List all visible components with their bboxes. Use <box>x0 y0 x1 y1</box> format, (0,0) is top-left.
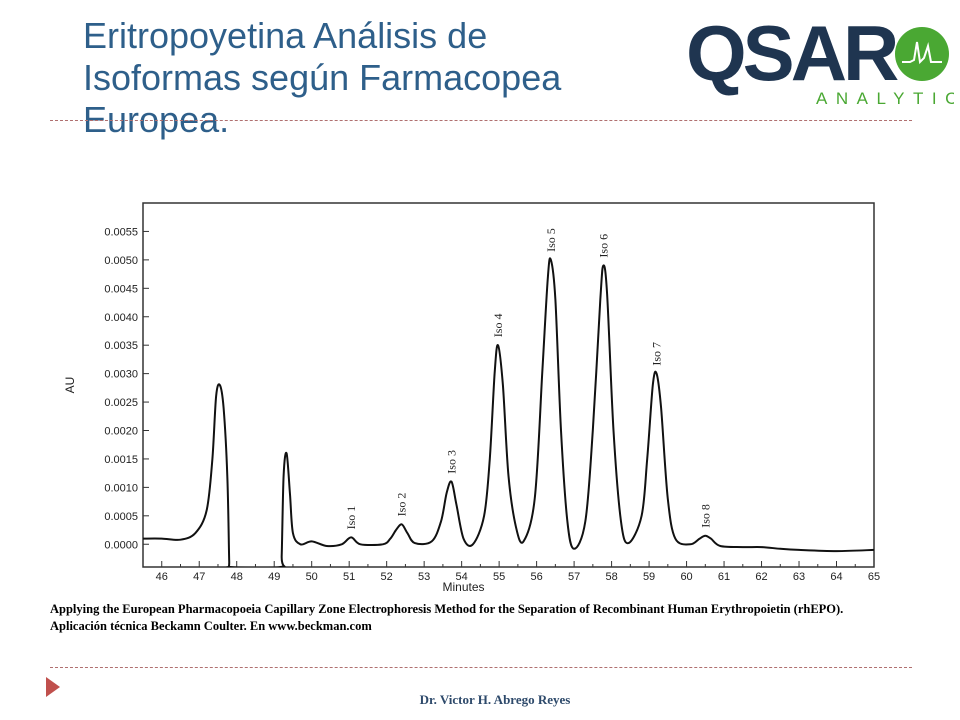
y-axis-label: AU <box>63 377 77 394</box>
peak-label: Iso 8 <box>698 504 712 528</box>
x-axis-label: Minutes <box>442 580 484 594</box>
x-tick-label: 65 <box>868 571 880 583</box>
x-tick-label: 57 <box>568 571 580 583</box>
x-tick-label: 56 <box>530 571 542 583</box>
slide-title: Eritropoyetina Análisis de Isoformas seg… <box>83 15 562 140</box>
x-tick-label: 63 <box>793 571 805 583</box>
y-tick-label: 0.0045 <box>104 283 138 295</box>
x-tick-label: 61 <box>718 571 730 583</box>
y-tick-label: 0.0000 <box>104 539 138 551</box>
y-tick-label: 0.0030 <box>104 369 138 381</box>
y-tick-label: 0.0050 <box>104 255 138 267</box>
peak-label: Iso 7 <box>650 342 664 366</box>
x-tick-label: 59 <box>643 571 655 583</box>
y-tick-label: 0.0025 <box>104 397 138 409</box>
x-tick-label: 60 <box>680 571 692 583</box>
logo-main-text: QSAR <box>686 9 898 97</box>
y-tick-label: 0.0010 <box>104 482 138 494</box>
peak-label: Iso 2 <box>395 493 409 517</box>
plot-frame <box>142 202 875 568</box>
y-tick-label: 0.0005 <box>104 511 138 523</box>
peak-label: Iso 5 <box>544 228 558 252</box>
x-tick-label: 54 <box>456 571 468 583</box>
electropherogram-chart: 0.0000 0.0005 0.0010 0.0015 0.0020 0.0025 0.00… <box>63 202 880 594</box>
slide-bullet-arrow <box>46 677 60 697</box>
peak-label: Iso 1 <box>344 506 358 530</box>
peak-label: Iso 4 <box>491 314 505 338</box>
x-tick-label: 49 <box>268 571 280 583</box>
chromatogram-circle-icon <box>895 27 949 81</box>
x-tick-label: 47 <box>193 571 205 583</box>
x-tick-label: 51 <box>343 571 355 583</box>
y-tick-label: 0.0015 <box>104 454 138 466</box>
x-tick-label: 55 <box>493 571 505 583</box>
x-tick-label: 52 <box>381 571 393 583</box>
x-tick-label: 64 <box>830 571 842 583</box>
y-tick-label: 0.0035 <box>104 340 138 352</box>
peak-label: Iso 3 <box>445 450 459 474</box>
peak-label: Iso 6 <box>596 234 610 258</box>
figure-caption: Applying the European Pharmacopoeia Capi… <box>50 602 844 633</box>
top-divider <box>50 120 912 121</box>
x-tick-label: 46 <box>156 571 168 583</box>
bottom-divider <box>50 667 912 668</box>
x-tick-label: 50 <box>306 571 318 583</box>
y-tick-label: 0.0040 <box>104 312 138 324</box>
logo-sub-text: ANALYTICS <box>816 89 954 108</box>
x-tick-label: 58 <box>605 571 617 583</box>
x-tick-label: 53 <box>418 571 430 583</box>
qsar-analytics-logo: QSAR ANALYTICS <box>686 9 954 108</box>
x-tick-label: 62 <box>755 571 767 583</box>
x-tick-label: 48 <box>231 571 243 583</box>
electropherogram-trace <box>143 257 874 567</box>
y-tick-label: 0.0055 <box>104 226 138 238</box>
y-tick-label: 0.0020 <box>104 426 138 438</box>
author-footer: Dr. Victor H. Abrego Reyes <box>419 692 571 707</box>
